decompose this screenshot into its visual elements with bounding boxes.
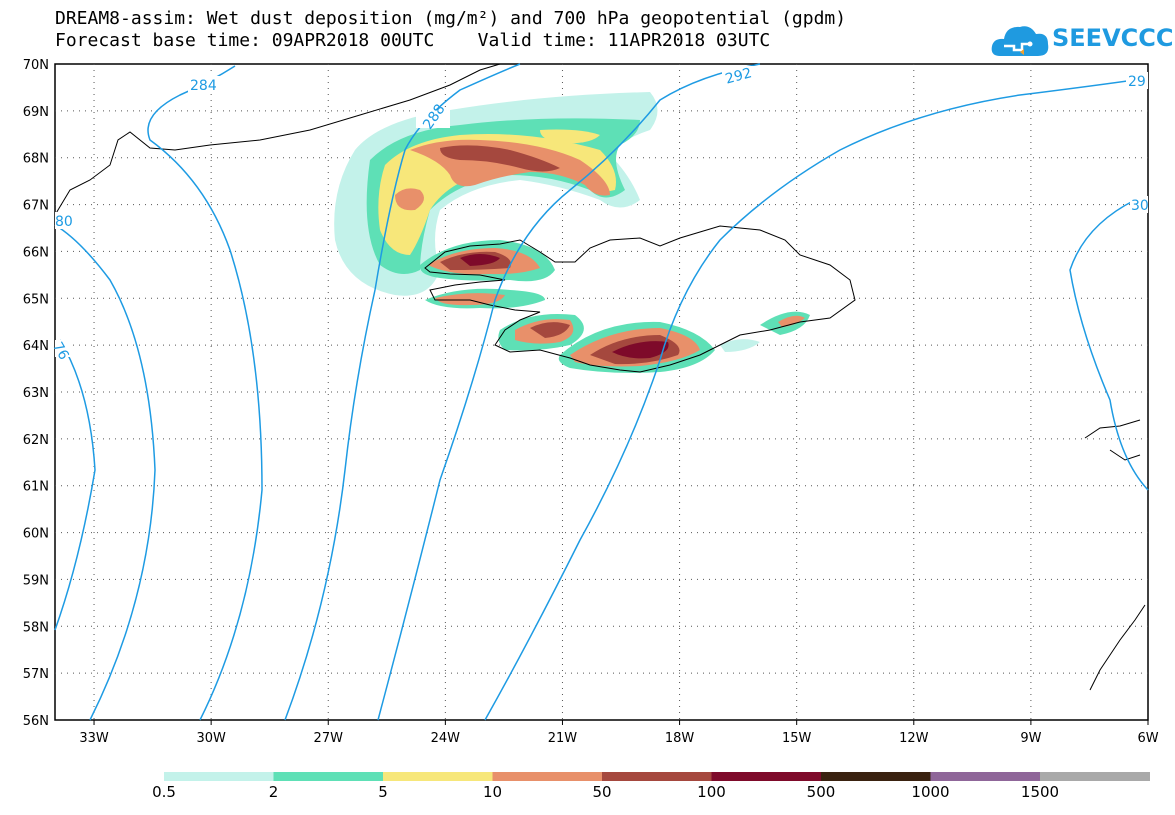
lon-tick-label: 6W: [1137, 731, 1158, 746]
legend-colorbar: [164, 772, 1150, 781]
legend-label: 1500: [1020, 783, 1060, 801]
legend-label: 2: [268, 783, 279, 801]
legend-color-swatch: [821, 772, 931, 781]
lat-tick-label: 61N: [23, 480, 49, 495]
lon-tick-label: 18W: [665, 731, 695, 746]
contour-label-284: 284: [190, 78, 217, 94]
legend-label: 100: [697, 783, 726, 801]
legend-color-swatch: [492, 772, 603, 781]
lon-tick-label: 27W: [314, 731, 344, 746]
lat-tick-label: 65N: [23, 292, 49, 307]
lat-tick-label: 68N: [23, 152, 49, 167]
legend-label: 50: [592, 783, 612, 801]
legend-color-swatch: [383, 772, 493, 781]
dust-deposition-south: [419, 240, 810, 373]
geopotential-contours: [54, 63, 1149, 721]
contour-label-29: 29: [1128, 74, 1146, 90]
lon-tick-label: 15W: [782, 731, 812, 746]
lat-tick-label: 62N: [23, 433, 49, 448]
map-title: DREAM8-assim: Wet dust deposition (mg/m²…: [55, 8, 847, 29]
lat-tick-label: 64N: [23, 339, 49, 354]
lat-tick-label: 59N: [23, 573, 49, 588]
lon-tick-label: 24W: [431, 731, 461, 746]
greenland-coastline: [54, 63, 501, 216]
legend-color-swatch: [930, 772, 1041, 781]
lon-tick-label: 30W: [196, 731, 226, 746]
norway-coastline: [1084, 419, 1146, 691]
legend-color-swatch: [1040, 772, 1150, 781]
contour-label-292: 292: [724, 65, 754, 87]
contour-label-80: 80: [55, 214, 73, 230]
legend-color-swatch: [273, 772, 384, 781]
contour-labels: 284 288 292 29 30 80 76: [49, 65, 1149, 363]
legend-label: 1000: [911, 783, 950, 801]
legend-label: 0.5: [152, 783, 176, 801]
legend-color-swatch: [711, 772, 822, 781]
lat-tick-label: 67N: [23, 199, 49, 214]
contour-label-76: 76: [49, 339, 72, 363]
map-subtitle: Forecast base time: 09APR2018 00UTC Vali…: [55, 30, 771, 51]
lon-tick-label: 21W: [548, 731, 578, 746]
legend-label: 5: [378, 783, 388, 801]
cloud-logo-icon: [991, 26, 1049, 56]
lat-tick-label: 63N: [23, 386, 49, 401]
logo-text: SEEVCCC: [1052, 24, 1174, 52]
lat-tick-label: 69N: [23, 105, 49, 120]
lat-tick-label: 58N: [23, 620, 49, 635]
iceland-coastline: [424, 225, 856, 373]
contour-label-30: 30: [1131, 198, 1149, 214]
legend-label: 500: [806, 783, 836, 801]
axis-ticks: 33W 30W 27W 24W 21W 18W 15W 12W 9W 6W 70N 69N 68N 67N…: [23, 58, 1159, 746]
dust-deposition-field: [334, 92, 658, 296]
lat-tick-label: 56N: [23, 714, 49, 729]
lat-tick-label: 57N: [23, 667, 49, 682]
legend-color-swatch: [602, 772, 712, 781]
lat-tick-label: 70N: [23, 58, 49, 73]
lon-tick-label: 33W: [79, 731, 109, 746]
legend-color-swatch: [164, 772, 274, 781]
lat-tick-label: 66N: [23, 245, 49, 260]
lon-tick-label: 9W: [1020, 731, 1041, 746]
lon-tick-label: 12W: [899, 731, 929, 746]
lat-tick-label: 60N: [23, 527, 49, 542]
legend-label: 10: [482, 783, 503, 801]
